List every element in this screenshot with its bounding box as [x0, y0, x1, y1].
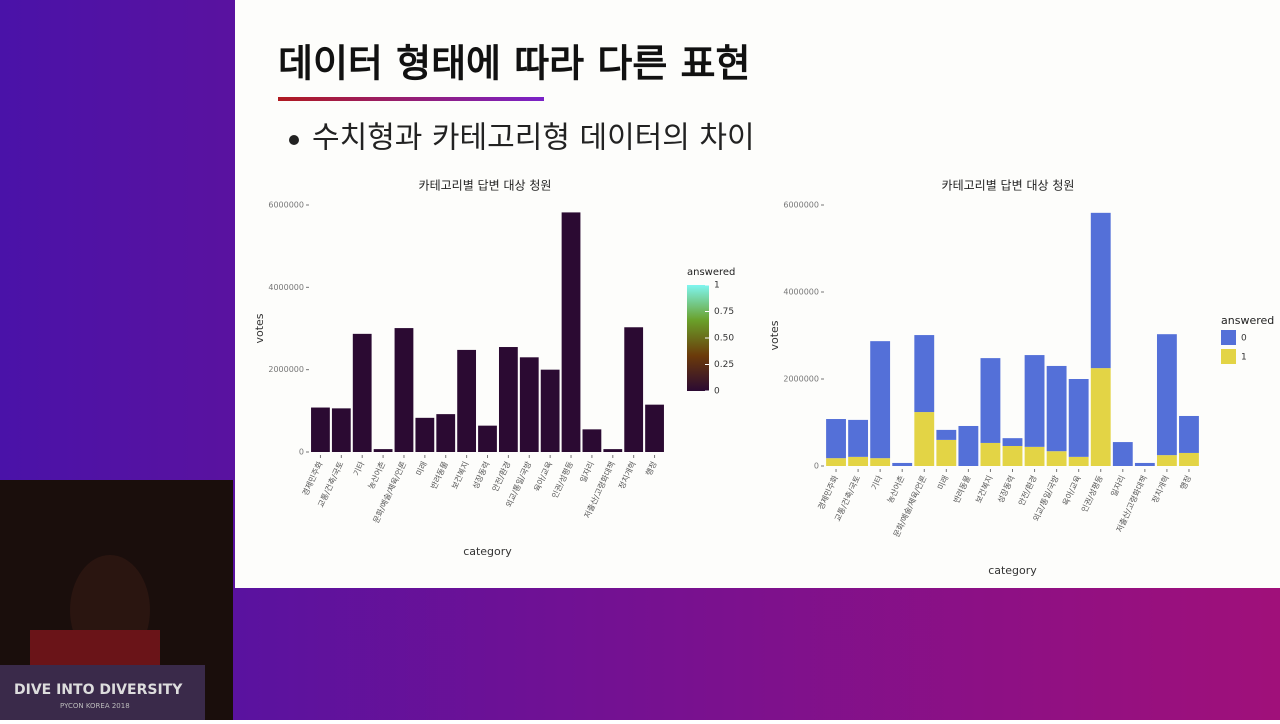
bar	[561, 212, 581, 452]
bar	[394, 328, 414, 452]
y-tick-label: 0	[299, 448, 304, 457]
bar-segment	[1156, 334, 1177, 456]
legend-title: answered	[1221, 314, 1274, 327]
bar-segment	[1002, 445, 1023, 466]
bar-segment	[980, 442, 1001, 466]
bar-segment	[826, 419, 846, 459]
bar-segment	[1090, 368, 1111, 466]
y-tick-label: 0	[814, 462, 819, 471]
bar-segment	[980, 358, 1001, 443]
y-tick-label: 4000000	[783, 288, 819, 297]
bar-segment	[914, 412, 935, 466]
bar	[582, 429, 602, 452]
y-tick-label: 6000000	[783, 201, 819, 210]
legend-swatch	[1221, 330, 1236, 345]
bar-segment	[936, 429, 957, 440]
bar-segment	[1024, 446, 1045, 466]
bar	[540, 369, 560, 452]
bar	[352, 333, 372, 452]
bar	[331, 408, 351, 452]
colorbar-label: 0	[714, 387, 720, 397]
podium	[0, 665, 205, 720]
banner-subtitle: PYCON KOREA 2018	[60, 702, 130, 710]
bar	[645, 404, 664, 452]
x-axis-label: category	[463, 545, 512, 558]
bar-segment	[1002, 438, 1023, 446]
chart-title: 카테고리별 답변 대상 청원	[419, 179, 552, 193]
bar-segment	[1179, 452, 1199, 466]
bar-segment	[1046, 365, 1067, 452]
colorbar-label: 0.25	[714, 360, 734, 370]
bar-segment	[892, 462, 913, 466]
y-tick-label: 2000000	[783, 375, 819, 384]
bar-segment	[1112, 442, 1133, 466]
bar	[603, 449, 623, 452]
legend-label: 0	[1241, 334, 1247, 344]
slide-title: 데이터 형태에 따라 다른 표현	[278, 42, 750, 86]
title-underline	[278, 97, 544, 101]
legend-title: answered	[687, 267, 735, 278]
bar	[373, 449, 393, 452]
y-tick-label: 6000000	[268, 201, 304, 210]
bar-segment	[936, 439, 957, 466]
speaker-shirt	[30, 630, 160, 670]
legend-swatch	[1221, 349, 1236, 364]
y-tick-label: 4000000	[268, 283, 304, 292]
bar	[624, 327, 644, 452]
bar-segment	[1090, 212, 1111, 369]
bar-segment	[848, 456, 869, 466]
y-axis-label: votes	[253, 313, 266, 343]
bar-segment	[1068, 379, 1089, 457]
bar-segment	[1024, 355, 1045, 447]
bar-segment	[1134, 462, 1155, 466]
bar	[498, 347, 518, 452]
bar	[457, 349, 477, 452]
bar-segment	[848, 419, 869, 457]
slide	[235, 0, 1280, 588]
x-axis-label: category	[988, 564, 1037, 577]
bar	[519, 357, 539, 452]
banner-title: DIVE INTO DIVERSITY	[14, 682, 183, 698]
colorbar-label: 0.75	[714, 307, 734, 317]
chart-title: 카테고리별 답변 대상 청원	[942, 179, 1075, 193]
bar-segment	[870, 341, 891, 459]
bar-segment	[826, 458, 846, 466]
bar	[436, 414, 456, 452]
bar-segment	[1179, 415, 1199, 453]
legend-label: 1	[1241, 353, 1247, 363]
colorbar-label: 0.50	[714, 334, 734, 344]
colorbar	[687, 285, 709, 391]
bar	[311, 407, 330, 452]
colorbar-label: 1	[714, 281, 720, 291]
y-axis-label: votes	[768, 320, 781, 350]
bar-segment	[1068, 456, 1089, 466]
bullet-text: 수치형과 카테고리형 데이터의 차이	[312, 121, 755, 156]
bullet-dot	[289, 135, 299, 145]
bar-segment	[1156, 455, 1177, 466]
bar-segment	[870, 458, 891, 466]
y-tick-label: 2000000	[268, 365, 304, 374]
bar	[478, 425, 497, 452]
bar-segment	[1046, 451, 1067, 466]
bar	[415, 417, 435, 452]
bar-segment	[958, 425, 979, 466]
bar-segment	[914, 335, 935, 413]
